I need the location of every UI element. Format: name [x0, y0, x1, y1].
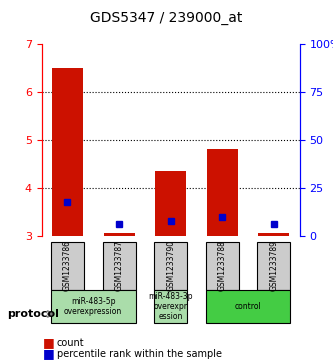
Bar — [103, 242, 136, 290]
Bar — [206, 290, 290, 323]
Text: GSM1233790: GSM1233790 — [166, 240, 175, 291]
Text: protocol: protocol — [7, 309, 59, 319]
Text: GDS5347 / 239000_at: GDS5347 / 239000_at — [90, 11, 243, 25]
Text: ■: ■ — [43, 337, 55, 350]
Bar — [52, 68, 83, 236]
Text: percentile rank within the sample: percentile rank within the sample — [57, 349, 221, 359]
Bar — [258, 233, 289, 236]
Bar — [51, 242, 84, 290]
Text: GSM1233789: GSM1233789 — [269, 240, 278, 291]
Text: GSM1233787: GSM1233787 — [115, 240, 124, 291]
Text: miR-483-5p
overexpression: miR-483-5p overexpression — [64, 297, 122, 316]
Bar — [257, 242, 290, 290]
Text: miR-483-3p
overexpr
ession: miR-483-3p overexpr ession — [149, 291, 193, 321]
Text: GSM1233788: GSM1233788 — [218, 240, 227, 291]
Text: count: count — [57, 338, 84, 348]
Bar — [155, 171, 186, 236]
Bar — [104, 233, 135, 236]
Bar — [154, 290, 187, 323]
Bar — [207, 149, 238, 236]
Bar — [206, 242, 239, 290]
Text: GSM1233786: GSM1233786 — [63, 240, 72, 291]
Text: ■: ■ — [43, 347, 55, 360]
Bar — [154, 242, 187, 290]
Text: control: control — [235, 302, 261, 311]
Bar — [51, 290, 136, 323]
